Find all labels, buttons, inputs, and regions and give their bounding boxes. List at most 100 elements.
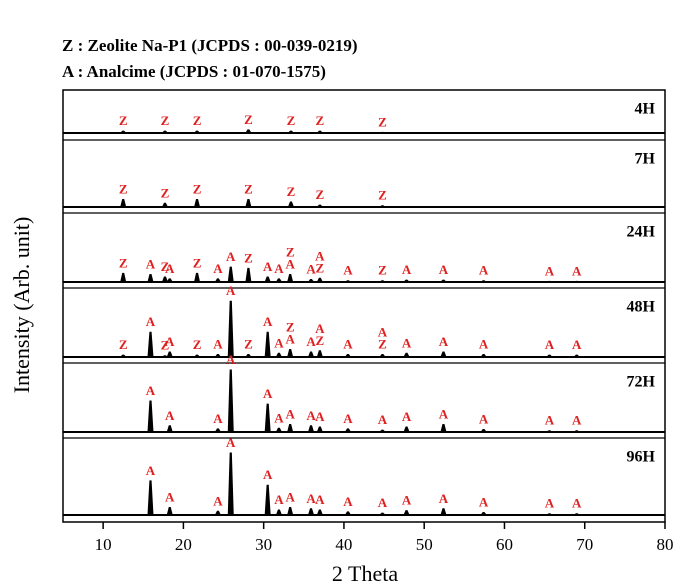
peak [287, 507, 294, 516]
peak [227, 452, 234, 516]
peak-label: Z [119, 113, 128, 128]
peak-label: A [343, 494, 353, 509]
peak [379, 131, 386, 134]
peak-label: A [274, 492, 284, 507]
peak [572, 513, 581, 516]
peak-label: A [165, 261, 175, 276]
x-tick-label: 80 [657, 535, 674, 554]
peak [227, 266, 234, 283]
peak-label: Z [244, 250, 253, 265]
peak [166, 425, 173, 433]
peak [264, 276, 271, 283]
peak-label: A [479, 412, 489, 427]
peak-label: A [439, 407, 449, 422]
peak-label: Z [193, 182, 202, 197]
peak-label: Z [161, 338, 170, 353]
peak [545, 430, 554, 433]
peak-label: Z [286, 320, 295, 335]
peak [287, 201, 295, 208]
peak-label: A [343, 263, 353, 278]
peak-label: A [165, 334, 175, 349]
peak-label: A [343, 337, 353, 352]
peak [227, 300, 234, 358]
peak-label: A [378, 325, 388, 340]
peak [264, 484, 271, 516]
peak [378, 354, 386, 358]
peak [572, 430, 581, 433]
peak [193, 199, 201, 208]
peak-label: A [213, 337, 223, 352]
peak [275, 278, 283, 283]
peak-label: A [146, 383, 156, 398]
peak-label: A [146, 314, 156, 329]
peak [316, 350, 324, 358]
peak [572, 354, 581, 358]
peak-label: A [545, 496, 555, 511]
peak-label: A [378, 495, 388, 510]
peak-label: Z [161, 259, 170, 274]
peak [166, 507, 173, 516]
x-tick-label: 70 [576, 535, 593, 554]
peak-label: A [165, 490, 175, 505]
peak [316, 426, 324, 433]
x-tick-label: 10 [95, 535, 112, 554]
peak-label: Z [119, 255, 128, 270]
peak-label: A [306, 334, 316, 349]
peak [344, 354, 352, 358]
peak [480, 512, 488, 516]
peak-label: A [274, 410, 284, 425]
peak-label: Z [287, 113, 296, 128]
x-tick-label: 50 [416, 535, 433, 554]
peak-label: A [263, 386, 273, 401]
peak-label: A [545, 263, 555, 278]
peak [147, 331, 154, 358]
peak-label: Z [244, 112, 253, 127]
peak-label: A [285, 257, 295, 272]
peak-label: A [545, 337, 555, 352]
peak [480, 354, 488, 358]
peak [119, 130, 127, 134]
peak [245, 129, 252, 134]
peak-label: A [263, 314, 273, 329]
peak [316, 130, 324, 134]
peak [479, 280, 488, 283]
peak [545, 513, 554, 516]
peak-label: A [402, 262, 412, 277]
panel-label: 24H [627, 224, 656, 241]
peak [275, 352, 283, 358]
peak [120, 272, 127, 283]
peak-label: A [315, 492, 325, 507]
peak [343, 280, 353, 283]
peak [378, 429, 387, 433]
peak [244, 354, 252, 358]
peak-label: Z [193, 255, 202, 270]
peak-label: A [315, 248, 325, 263]
peak-label: Z [378, 188, 387, 203]
peak [316, 509, 324, 516]
plot-frame [62, 89, 666, 523]
peak-label: A [315, 409, 325, 424]
peak-label: A [439, 262, 449, 277]
peak-label: A [378, 412, 388, 427]
peak-label: A [285, 407, 295, 422]
peak [545, 354, 554, 358]
peak-label: A [572, 496, 582, 511]
peak-label: Z [244, 182, 253, 197]
peak [264, 403, 271, 433]
peak [120, 199, 127, 208]
peak-label: A [285, 490, 295, 505]
peak [161, 202, 169, 208]
peak-label: A [439, 491, 449, 506]
peak-label: A [146, 257, 156, 272]
peak [546, 280, 553, 283]
peak [287, 424, 294, 433]
peak-label: A [572, 413, 582, 428]
peak-label: Z [119, 182, 128, 197]
peak-label: Z [161, 113, 170, 128]
peak-label: Z [378, 114, 387, 129]
peak [307, 279, 315, 283]
peak [193, 354, 201, 358]
peak-label: A [479, 263, 489, 278]
x-axis-title: 2 Theta [332, 561, 398, 586]
